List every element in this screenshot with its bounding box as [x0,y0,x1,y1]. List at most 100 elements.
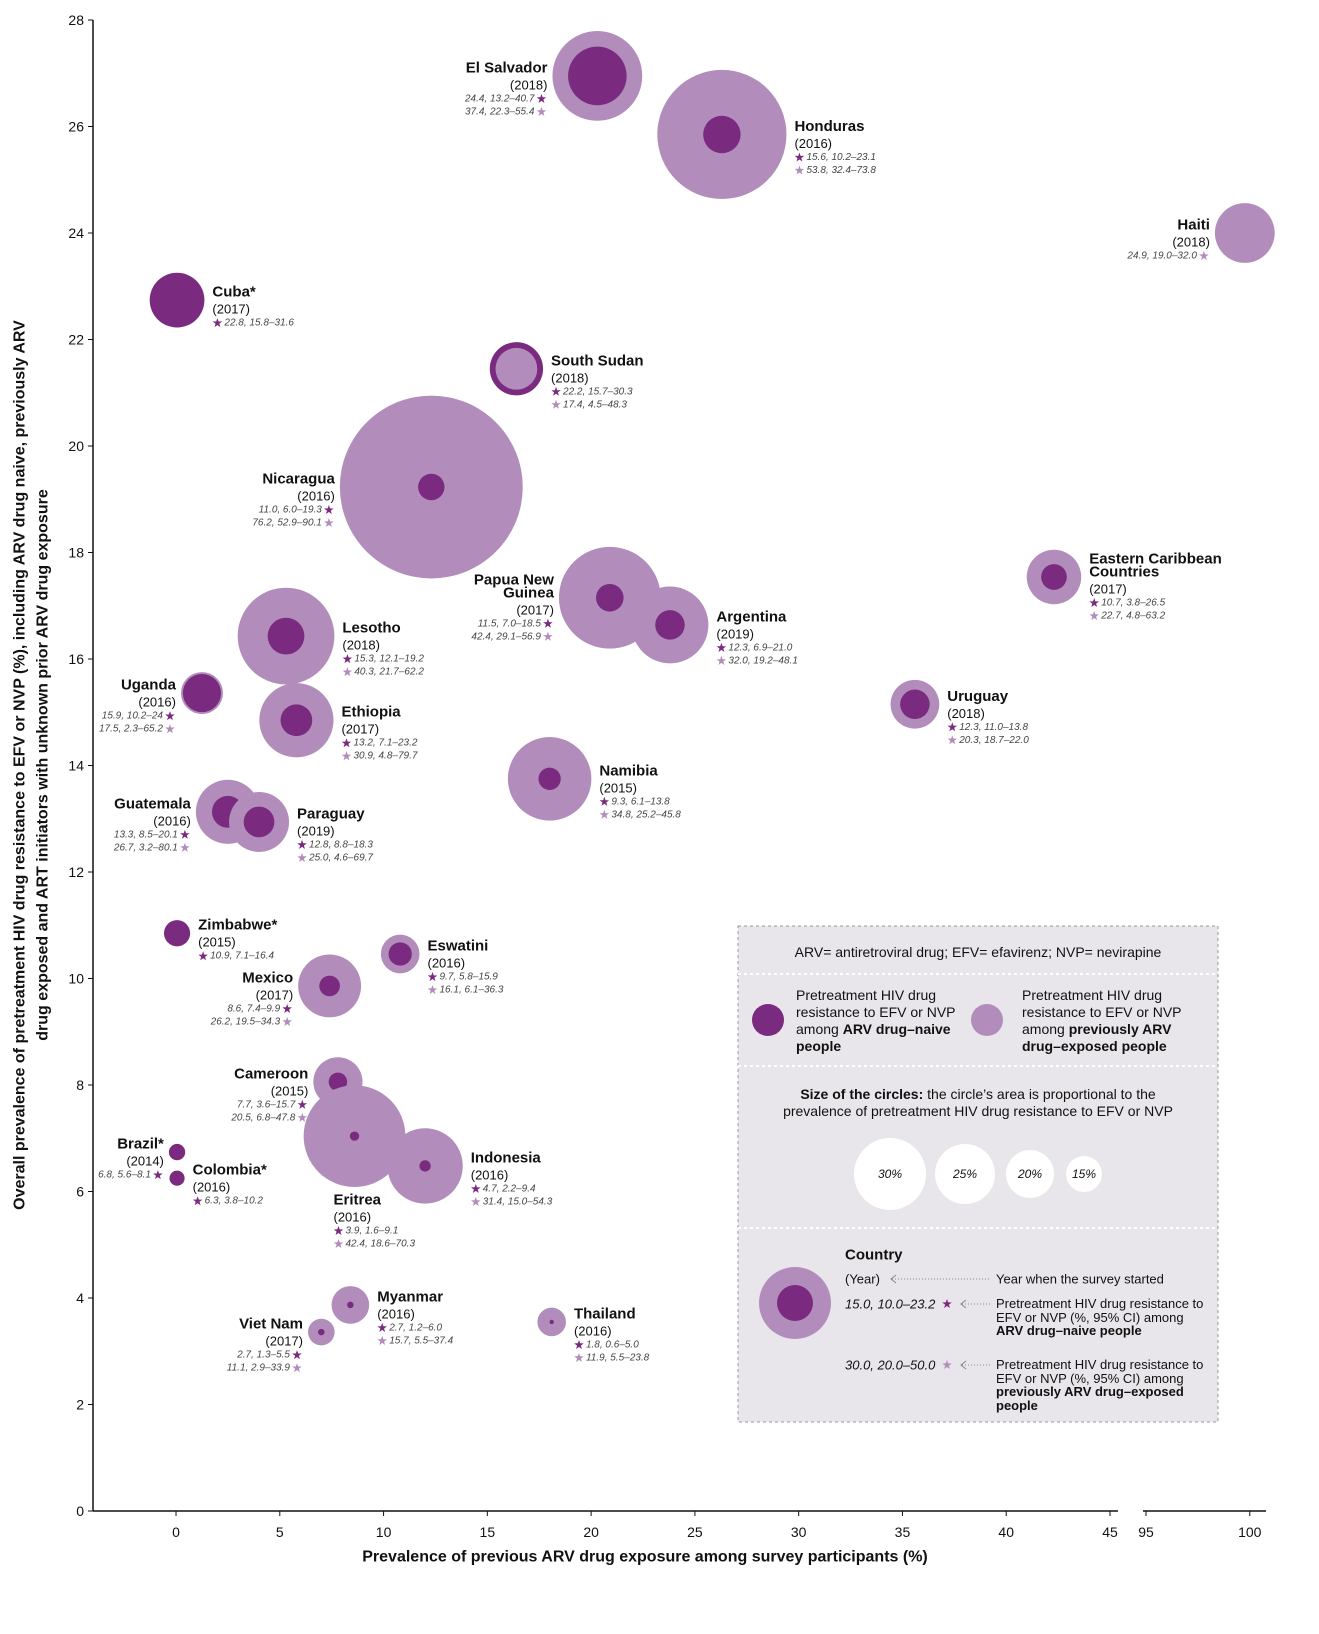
naive-label: 10.9, 7.1–16.4 [210,951,274,962]
naive-label: 8.6, 7.4–9.9 [227,1003,280,1014]
y-tick-label: 8 [76,1077,84,1093]
naive-label: 24.4, 13.2–40.7 [464,93,535,104]
naive-star [377,1322,387,1332]
naive-label: 3.9, 1.6–9.1 [346,1226,399,1237]
legend-size-label: 15% [1072,1167,1096,1181]
naive-star [198,951,208,961]
naive-label: 4.7, 2.2–9.4 [483,1183,536,1194]
survey-year: (2016) [138,695,176,710]
naive-label: 15.6, 10.2–23.1 [806,152,876,163]
exposed-label: 17.5, 2.3–65.2 [99,724,163,735]
exposed-label: 16.1, 6.1–36.3 [439,985,503,996]
survey-year: (2018) [1172,235,1210,250]
exposed-label: 42.4, 18.6–70.3 [346,1239,416,1250]
exposed-label: 76.2, 52.9–90.1 [252,518,322,529]
naive-star [297,1099,308,1109]
exposed-star [536,106,547,116]
naive-bubble [328,1072,348,1092]
exposed-star [324,518,334,527]
naive-bubble [168,1143,186,1161]
country-name: Guinea [503,584,555,601]
naive-bubble [1041,564,1067,590]
country-name: Guatemala [114,795,191,812]
x-tick-label: 40 [998,1524,1014,1540]
naive-star [574,1340,584,1349]
y-tick-label: 16 [68,651,84,667]
survey-year: (2017) [516,602,554,617]
naive-label: 2.7, 1.2–6.0 [388,1322,442,1333]
legend-size-label: 25% [952,1167,977,1181]
survey-year: (2015) [599,780,637,795]
exposed-star [1089,611,1099,620]
country-name: Paraguay [297,805,365,822]
exposed-star [297,1112,308,1122]
legend-sample-name: Country [845,1247,903,1264]
naive-star [282,1004,292,1013]
exposed-label: 26.2, 19.5–34.3 [210,1016,281,1027]
survey-year: (2017) [341,722,379,737]
y-tick-label: 14 [68,758,84,774]
x-tick-label: 15 [480,1524,496,1540]
naive-star [324,505,334,514]
country-name: Thailand [574,1305,636,1322]
legend-size-label: 20% [1017,1167,1042,1181]
naive-star [192,1196,203,1206]
legend-size-circle [935,1144,995,1204]
exposed-star [543,631,553,641]
exposed-star [333,1239,344,1248]
naive-bubble [419,1160,431,1172]
naive-bubble [319,975,340,997]
naive-bubble [149,272,205,328]
y-tick-label: 12 [68,864,84,880]
x-tick-label: 95 [1138,1524,1154,1540]
naive-label: 7.7, 3.6–15.7 [237,1099,296,1110]
exposed-label: 22.7, 4.8–63.2 [1100,610,1165,621]
survey-year: (2017) [212,302,250,317]
survey-year: (2016) [297,489,335,504]
naive-bubble [703,115,741,154]
y-axis-title: Overall prevalence of pretreatment HIV d… [12,320,29,1210]
survey-year: (2016) [377,1306,415,1321]
exposed-star [342,667,353,677]
naive-label: 12.8, 8.8–18.3 [309,839,373,850]
naive-star [153,1170,163,1180]
country-name: Brazil* [117,1136,164,1153]
legend-year-note: Year when the survey started [996,1272,1164,1287]
exposed-bubble [495,347,538,390]
x-tick-label: 35 [895,1524,911,1540]
y-tick-label: 26 [68,119,84,135]
exposed-star [716,655,727,665]
survey-year: (2015) [271,1083,309,1098]
legend-size-circle [854,1138,926,1210]
exposed-label: 11.9, 5.5–23.8 [586,1352,650,1363]
y-tick-label: 22 [68,332,84,348]
country-name: Lesotho [342,620,400,637]
naive-label: 6.3, 3.8–10.2 [205,1196,264,1207]
country-name: Colombia* [193,1162,267,1179]
naive-label: 9.7, 5.8–15.9 [439,972,498,983]
exposed-star [794,165,805,175]
country-name: El Salvador [466,59,548,76]
exposed-label: 34.8, 25.2–45.8 [611,809,681,820]
legend-exposed-note: Pretreatment HIV drug resistance to EFV … [996,1358,1206,1412]
naive-label: 11.5, 7.0–18.5 [478,618,542,629]
x-tick-label: 0 [172,1524,180,1540]
x-tick-label: 10 [376,1524,392,1540]
country-name: Eritrea [334,1192,382,1209]
exposed-label: 32.0, 19.2–48.1 [728,655,798,666]
exposed-label: 26.7, 3.2–80.1 [113,842,178,853]
naive-star [341,738,352,748]
survey-year: (2016) [153,813,191,828]
legend-text-bold: ARV drug–naive people [796,1021,951,1054]
naive-star [543,618,553,628]
legend-sample-naive [777,1285,813,1321]
naive-bubble [655,610,685,640]
legend-abbreviations: ARV= antiretroviral drug; EFV= efavirenz… [794,944,1162,960]
survey-year: (2015) [198,935,236,950]
y-tick-label: 10 [68,971,84,987]
survey-year: (2018) [510,77,548,92]
exposed-star [292,1363,302,1373]
naive-star [794,152,805,162]
